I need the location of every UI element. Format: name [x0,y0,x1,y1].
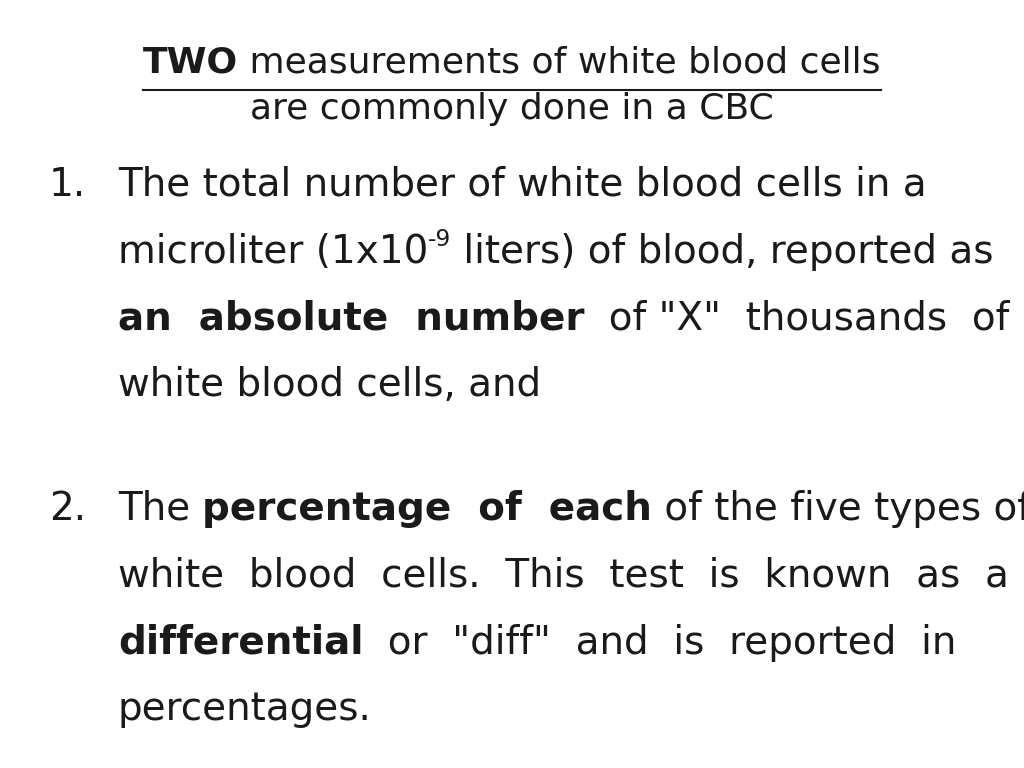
Text: measurements of white blood cells: measurements of white blood cells [239,46,881,80]
Text: are commonly done in a CBC: are commonly done in a CBC [250,92,774,126]
Text: The total number of white blood cells in a: The total number of white blood cells in… [118,166,927,204]
Text: of "X"  thousands  of: of "X" thousands of [585,300,1010,337]
Text: TWO: TWO [143,46,239,80]
Text: -9: -9 [428,228,452,251]
Text: white blood cells, and: white blood cells, and [118,366,541,404]
Text: 2.: 2. [49,490,86,528]
Text: an  absolute  number: an absolute number [118,300,585,337]
Text: of the five types of: of the five types of [652,490,1024,528]
Text: percentage  of  each: percentage of each [203,490,652,528]
Text: microliter (1x10: microliter (1x10 [118,233,428,270]
Text: or  "diff"  and  is  reported  in: or "diff" and is reported in [364,624,956,661]
Text: differential: differential [118,624,364,661]
Text: 1.: 1. [49,166,86,204]
Text: white  blood  cells.  This  test  is  known  as  a: white blood cells. This test is known as… [118,557,1009,594]
Text: The: The [118,490,203,528]
Text: percentages.: percentages. [118,690,372,728]
Text: liters) of blood, reported as: liters) of blood, reported as [452,233,994,270]
